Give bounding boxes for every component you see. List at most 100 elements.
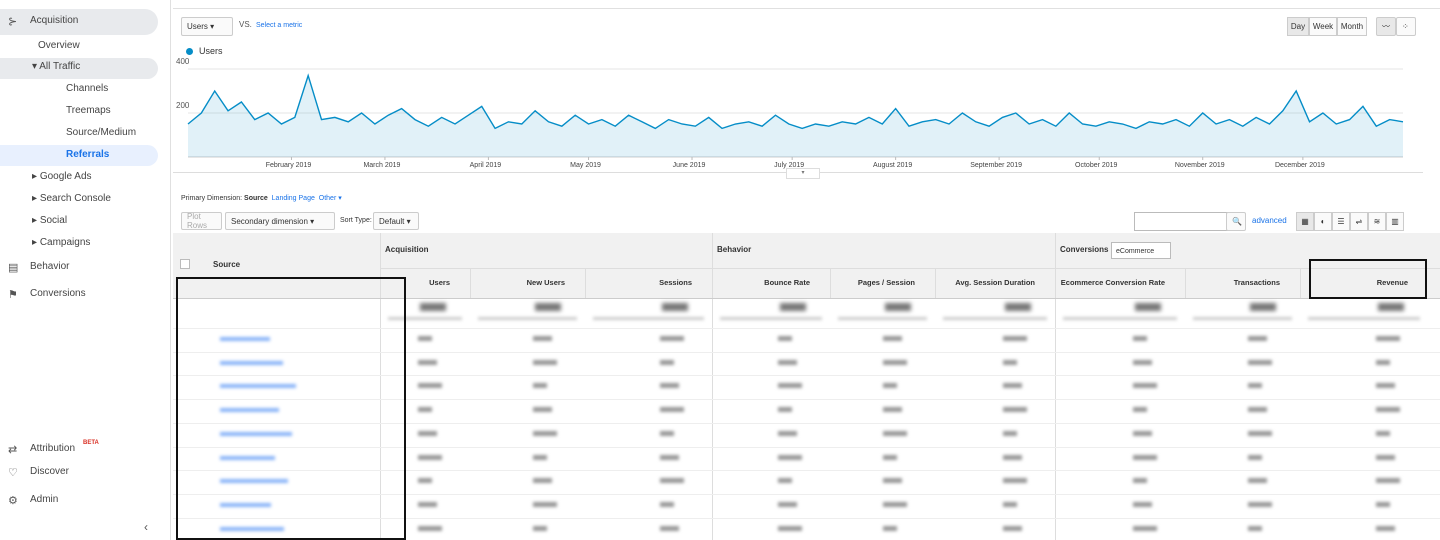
period-button[interactable]: Month <box>1337 17 1367 36</box>
search-button[interactable]: 🔍 <box>1226 212 1246 231</box>
blurred-cell <box>533 525 547 531</box>
nav-item[interactable]: ▸ Google Ads <box>32 171 92 182</box>
nav-item[interactable]: Channels <box>66 83 108 94</box>
row-divider <box>173 446 1440 448</box>
nav-item[interactable]: Behavior <box>30 261 69 272</box>
nav-item[interactable]: ▸ Campaigns <box>32 237 91 248</box>
nav-label: Channels <box>66 83 109 94</box>
blurred-total-sub <box>388 317 462 320</box>
collapse-handle[interactable]: ▾ <box>786 168 820 179</box>
view-button[interactable]: ◐ <box>1314 212 1332 231</box>
nav-icon: ⇄ <box>8 444 18 456</box>
blurred-cell <box>418 478 432 484</box>
blurred-cell <box>1248 336 1267 341</box>
collapse[interactable]: ‹ <box>144 520 148 534</box>
blurred-cell <box>883 359 907 365</box>
blurred-cell <box>533 336 552 341</box>
conversion-select[interactable]: eCommerce <box>1111 242 1171 259</box>
blurred-cell <box>1248 359 1272 365</box>
blurred-cell <box>1003 501 1017 507</box>
sort-dropdown[interactable]: Default ▾ <box>373 212 419 230</box>
metric-dropdown[interactable]: Users ▾ <box>181 17 233 36</box>
column-header[interactable]: Bounce Rate <box>764 278 810 287</box>
plot-rows[interactable]: Plot Rows <box>181 212 222 230</box>
nav-item[interactable]: ▸ Search Console <box>32 193 111 204</box>
blurred-cell <box>533 383 547 389</box>
blurred-cell <box>418 430 437 436</box>
nav-item[interactable]: Discover <box>30 466 69 477</box>
view-button[interactable]: ≋ <box>1368 212 1386 231</box>
group-divider <box>380 233 381 540</box>
link[interactable]: Other <box>318 195 337 202</box>
blurred-cell <box>883 501 907 507</box>
divider <box>380 268 1440 269</box>
blurred-cell <box>1003 359 1017 365</box>
blurred-name <box>220 479 288 484</box>
column-header[interactable]: Sessions <box>659 278 692 287</box>
group-header: Acquisition <box>385 245 429 254</box>
col-divider <box>830 268 831 298</box>
blurred-cell <box>778 501 797 507</box>
secondary-dimension[interactable]: Secondary dimension ▾ <box>225 212 335 230</box>
group-header: Conversions <box>1060 245 1109 254</box>
nav-item[interactable]: Attribution <box>30 443 76 454</box>
column-header[interactable]: New Users <box>526 278 565 287</box>
column-header[interactable]: Ecommerce Conversion Rate <box>1060 278 1165 287</box>
blurred-cell <box>778 454 802 460</box>
motion-toggle[interactable]: ⁘ <box>1396 17 1416 36</box>
blurred-total <box>420 303 446 311</box>
checkbox[interactable] <box>180 259 190 269</box>
blurred-cell <box>883 336 902 341</box>
sort-label: Sort Type: <box>340 217 372 224</box>
nav-item[interactable]: Admin <box>30 494 59 505</box>
col-divider <box>1055 268 1056 298</box>
nav-label: Social <box>39 215 68 226</box>
nav-item[interactable]: Overview <box>38 40 80 51</box>
nav-item[interactable]: Conversions <box>30 288 86 299</box>
selected[interactable]: Source <box>244 195 268 202</box>
nav-item[interactable]: Referrals <box>66 149 109 160</box>
view-button[interactable]: ▥ <box>1386 212 1404 231</box>
legend-dot <box>186 48 193 55</box>
column-header[interactable]: Users <box>429 278 450 287</box>
blurred-cell <box>418 336 432 341</box>
select-metric[interactable]: Select a metric <box>256 22 303 29</box>
blurred-cell <box>1133 501 1152 507</box>
nav-item[interactable]: Acquisition <box>30 15 78 26</box>
line-toggle[interactable]: 〰 <box>1376 17 1396 36</box>
blurred-total <box>780 303 806 311</box>
highlight-box <box>1309 259 1427 299</box>
nav-item[interactable]: ▸ Social <box>32 215 68 226</box>
search-input[interactable] <box>1134 212 1228 231</box>
view-button[interactable]: ▦ <box>1296 212 1314 231</box>
column-header[interactable]: Revenue <box>1376 278 1408 287</box>
sidebar: ⊱ Acquisition Overview ▾ All Traffic Channel… <box>0 0 171 540</box>
blurred-cell <box>533 478 552 484</box>
column-header[interactable]: Avg. Session Duration <box>955 278 1035 287</box>
blurred-total-sub <box>943 317 1047 320</box>
col-divider <box>1300 268 1301 298</box>
blurred-cell <box>418 454 442 460</box>
blurred-name <box>220 337 270 341</box>
view-button[interactable]: ⇌ <box>1350 212 1368 231</box>
blurred-cell <box>1248 383 1262 389</box>
blurred-cell <box>418 501 437 507</box>
column-header[interactable]: Pages / Session <box>857 278 915 287</box>
x-tick-label: September 2019 <box>970 162 1022 169</box>
period-button[interactable]: Day <box>1287 17 1309 36</box>
view-button[interactable]: ☰ <box>1332 212 1350 231</box>
advanced[interactable]: advanced <box>1252 216 1287 225</box>
nav-item[interactable]: Treemaps <box>66 105 111 116</box>
blurred-total <box>1378 303 1404 311</box>
link[interactable]: Landing Page <box>271 195 315 202</box>
table: Source Acquisition Behavior Conversions eCom… <box>173 233 1440 540</box>
blurred-cell <box>660 383 679 389</box>
column-header[interactable]: Transactions <box>1233 278 1280 287</box>
blurred-cell <box>660 430 674 436</box>
nav-icon: ▤ <box>8 262 19 274</box>
period-button[interactable]: Week <box>1309 17 1337 36</box>
nav-item[interactable]: Source/Medium <box>66 127 136 138</box>
blurred-cell <box>1133 359 1152 365</box>
group-divider <box>1055 233 1056 540</box>
nav-item[interactable]: ▾ All Traffic <box>32 61 81 72</box>
